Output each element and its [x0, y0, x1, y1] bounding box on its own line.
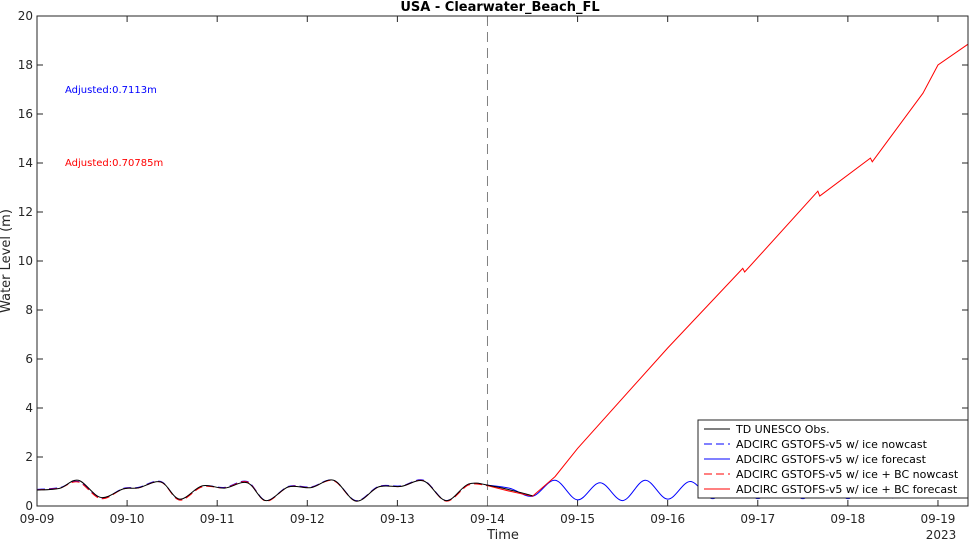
y-tick-label: 12 — [18, 205, 33, 219]
x-tick-label: 09-15 — [560, 512, 595, 526]
x-tick-label: 09-14 — [470, 512, 505, 526]
x-tick-label: 09-11 — [200, 512, 235, 526]
legend-label: TD UNESCO Obs. — [735, 423, 830, 436]
x-tick-label: 09-18 — [830, 512, 865, 526]
series-line-0 — [36, 479, 533, 502]
y-tick-label: 8 — [25, 303, 33, 317]
x-tick-label: 09-19 — [921, 512, 956, 526]
y-tick-label: 4 — [25, 401, 33, 415]
y-axis-ticks: 0 2 4 6 8 10 12 14 16 18 20 — [18, 9, 968, 513]
adjusted-annotation-red: Adjusted:0.70785m — [65, 158, 163, 169]
x-tick-label: 09-13 — [380, 512, 415, 526]
x-tick-label: 09-17 — [740, 512, 775, 526]
y-tick-label: 10 — [18, 254, 33, 268]
year-label: 2023 — [926, 528, 957, 541]
y-tick-label: 14 — [18, 156, 33, 170]
plot-frame — [36, 15, 969, 507]
y-axis-label: Water Level (m) — [0, 209, 14, 313]
x-axis-label: Time — [486, 528, 519, 541]
adjusted-annotation-blue: Adjusted:0.7113m — [65, 85, 157, 96]
x-tick-label: 09-09 — [20, 512, 55, 526]
y-tick-label: 2 — [25, 450, 33, 464]
y-tick-label: 18 — [18, 58, 33, 72]
x-tick-label: 09-12 — [290, 512, 325, 526]
y-tick-label: 16 — [18, 107, 33, 121]
y-tick-label: 6 — [25, 352, 33, 366]
legend-box — [697, 419, 969, 499]
chart-title: USA - Clearwater_Beach_FL — [400, 0, 599, 15]
legend-label: ADCIRC GSTOFS-v5 w/ ice forecast — [736, 453, 927, 466]
x-axis-ticks: 09-09 09-10 09-11 09-12 09-13 09-14 09-15 09-16… — [20, 16, 956, 526]
series-line-4 — [487, 43, 969, 497]
y-tick-label: 20 — [18, 9, 33, 23]
legend-label: ADCIRC GSTOFS-v5 w/ ice + BC forecast — [736, 483, 958, 496]
x-tick-label: 09-10 — [110, 512, 145, 526]
legend-label: ADCIRC GSTOFS-v5 w/ ice nowcast — [736, 438, 928, 451]
legend-label: ADCIRC GSTOFS-v5 w/ ice + BC nowcast — [736, 468, 959, 481]
y-tick-label: 0 — [25, 499, 33, 513]
x-tick-label: 09-16 — [650, 512, 685, 526]
legend: TD UNESCO Obs. ADCIRC GSTOFS-v5 w/ ice no… — [697, 419, 969, 499]
